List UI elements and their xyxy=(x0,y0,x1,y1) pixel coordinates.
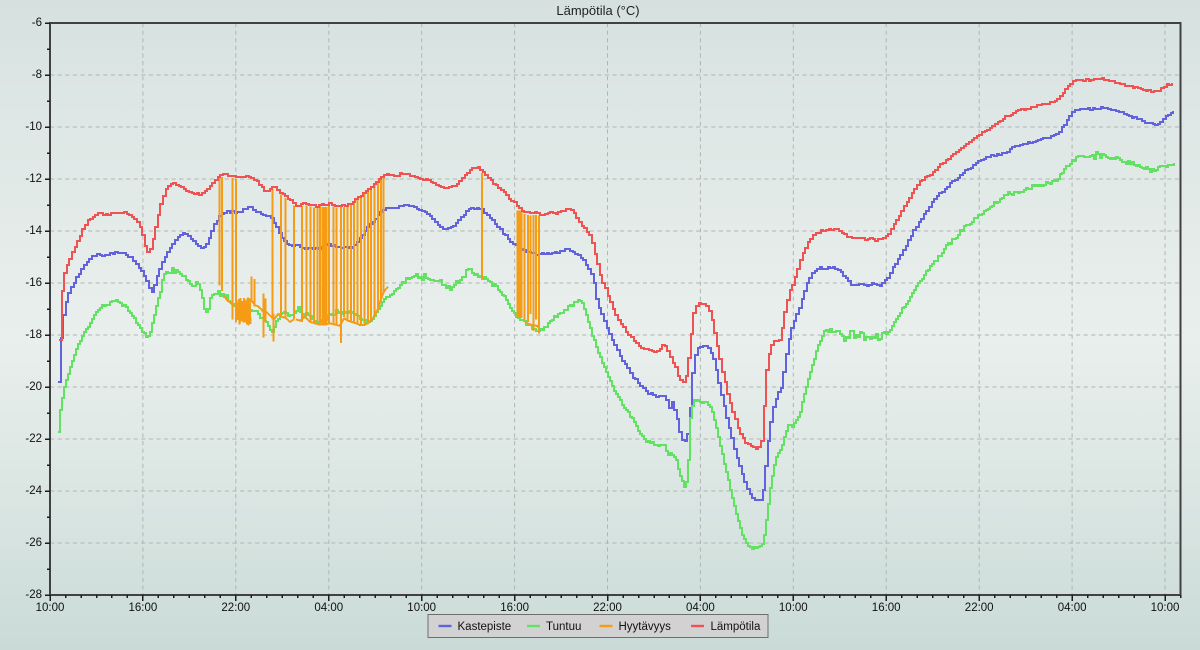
svg-text:10:00: 10:00 xyxy=(779,602,808,614)
svg-text:-18: -18 xyxy=(25,329,42,341)
svg-text:10:00: 10:00 xyxy=(407,602,436,614)
svg-text:-22: -22 xyxy=(25,433,42,445)
svg-text:-10: -10 xyxy=(25,121,42,133)
svg-text:-26: -26 xyxy=(25,537,42,549)
svg-text:04:00: 04:00 xyxy=(686,602,715,614)
svg-text:Hyytävyys: Hyytävyys xyxy=(619,621,672,633)
svg-text:-24: -24 xyxy=(25,485,42,497)
svg-text:10:00: 10:00 xyxy=(36,602,65,614)
svg-text:22:00: 22:00 xyxy=(965,602,994,614)
svg-text:-28: -28 xyxy=(25,589,42,601)
svg-text:-16: -16 xyxy=(25,277,42,289)
svg-text:16:00: 16:00 xyxy=(872,602,901,614)
svg-text:Lämpötila: Lämpötila xyxy=(711,621,761,633)
svg-text:-14: -14 xyxy=(25,225,42,237)
svg-text:22:00: 22:00 xyxy=(221,602,250,614)
svg-text:-20: -20 xyxy=(25,381,42,393)
svg-text:Lämpötila (°C): Lämpötila (°C) xyxy=(556,3,639,18)
svg-text:04:00: 04:00 xyxy=(1058,602,1087,614)
svg-text:16:00: 16:00 xyxy=(500,602,529,614)
svg-text:-6: -6 xyxy=(32,17,42,29)
svg-text:22:00: 22:00 xyxy=(593,602,622,614)
svg-text:-8: -8 xyxy=(32,69,42,81)
svg-text:04:00: 04:00 xyxy=(314,602,343,614)
svg-text:-12: -12 xyxy=(25,173,42,185)
svg-text:10:00: 10:00 xyxy=(1151,602,1180,614)
svg-text:Tuntuu: Tuntuu xyxy=(546,621,581,633)
svg-text:16:00: 16:00 xyxy=(129,602,158,614)
svg-text:Kastepiste: Kastepiste xyxy=(458,621,512,633)
